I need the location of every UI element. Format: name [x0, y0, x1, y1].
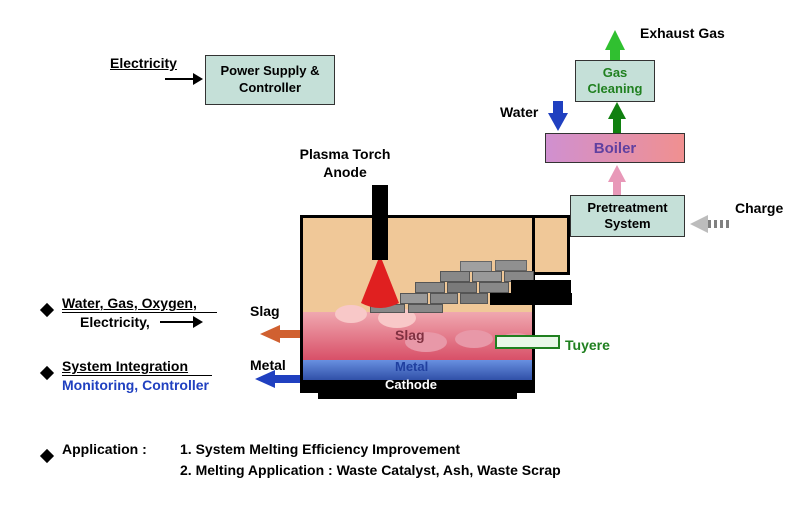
torch-shaft	[372, 185, 388, 260]
gas-cleaning-line2: Cleaning	[588, 81, 643, 97]
exhaust-gas-label: Exhaust Gas	[640, 25, 725, 41]
pretreatment-box: Pretreatment System	[570, 195, 685, 237]
torch-flame	[349, 255, 411, 313]
tuyere-label: Tuyere	[565, 337, 610, 353]
power-supply-box: Power Supply & Controller	[205, 55, 335, 105]
app-label: Application :	[62, 441, 147, 457]
input1a-label: Water, Gas, Oxygen,	[62, 295, 197, 311]
power-supply-line2: Controller	[221, 80, 320, 97]
boiler-gas-arrow-head	[608, 102, 626, 119]
gas-cleaning-box: Gas Cleaning	[575, 60, 655, 102]
water-label: Water	[500, 104, 538, 120]
electricity-arrow-line	[165, 78, 195, 80]
tuyere-box	[495, 335, 560, 349]
input2-underline	[62, 375, 212, 376]
input1b-label: Electricity,	[80, 314, 150, 330]
water-arrow-head	[548, 113, 568, 131]
app-line1: 1. System Melting Efficiency Improvement	[180, 441, 460, 457]
exhaust-arrow-head	[605, 30, 625, 50]
slag-text-inside: Slag	[395, 327, 425, 343]
metal-arrow-body	[275, 375, 302, 383]
cathode-text: Cathode	[385, 377, 437, 392]
charge-arrow-body	[708, 220, 730, 228]
boiler-gas-arrow-body	[613, 119, 621, 133]
pretreatment-line2: System	[587, 216, 667, 232]
slag-out-label: Slag	[250, 303, 280, 319]
electricity-arrow-head	[193, 73, 203, 85]
input1-underline	[62, 312, 217, 313]
waste-pile	[400, 258, 570, 313]
electricity-label: Electricity	[110, 55, 177, 71]
power-supply-line1: Power Supply &	[221, 63, 320, 80]
pretreat-boiler-arrow-body	[613, 182, 621, 195]
charge-label: Charge	[735, 200, 783, 216]
input2a-label: System Integration	[62, 358, 188, 374]
cathode-base	[318, 393, 517, 399]
boiler-box: Boiler	[545, 133, 685, 163]
diamond-2	[42, 365, 52, 383]
diamond-1	[42, 302, 52, 320]
app-line2: 2. Melting Application : Waste Catalyst,…	[180, 462, 561, 478]
exhaust-arrow-body	[610, 50, 620, 60]
slag-arrow-head	[260, 325, 280, 343]
slag-arrow-body	[280, 330, 302, 338]
input2b-label: Monitoring, Controller	[62, 377, 209, 393]
water-arrow-body	[553, 101, 563, 113]
diamond-3	[42, 448, 52, 466]
slag-bubble-4	[455, 330, 493, 348]
input1-arrow-line	[160, 321, 195, 323]
gas-cleaning-line1: Gas	[588, 65, 643, 81]
input1-arrow-head	[193, 316, 203, 328]
charge-arrow-head	[690, 215, 708, 233]
metal-text-inside: Metal	[395, 359, 428, 374]
pretreatment-line1: Pretreatment	[587, 200, 667, 216]
metal-arrow-head	[255, 370, 275, 388]
plasma-torch-label: Plasma Torch Anode	[285, 145, 405, 181]
pretreat-boiler-arrow-head	[608, 165, 626, 182]
